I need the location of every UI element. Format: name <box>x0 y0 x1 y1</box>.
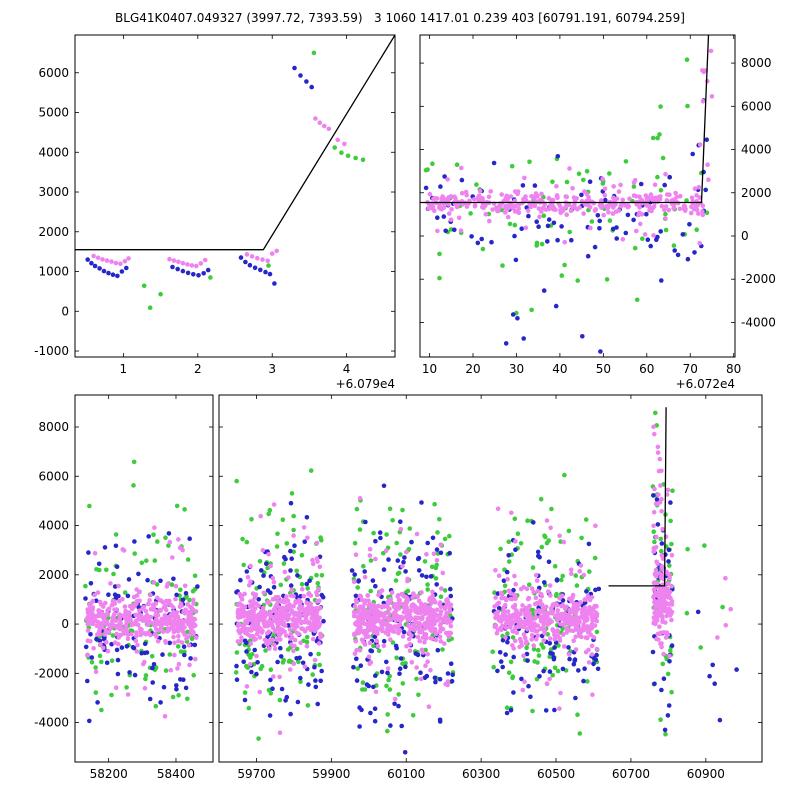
svg-text:60900: 60900 <box>687 767 725 781</box>
svg-text:4000: 4000 <box>38 519 69 533</box>
svg-text:-2000: -2000 <box>34 666 69 680</box>
svg-text:10: 10 <box>422 362 437 376</box>
svg-text:0: 0 <box>61 617 69 631</box>
panel-top-right: 10 20 30 40 50 60 70 80 -4000 -2000 0 2000 4000 6000 8… <box>419 34 776 391</box>
axis-ticks <box>75 35 395 357</box>
axes-frame <box>218 394 763 763</box>
axis-ticks <box>420 35 735 357</box>
svg-text:1: 1 <box>120 362 128 376</box>
svg-text:59900: 59900 <box>312 767 350 781</box>
svg-text:8000: 8000 <box>38 420 69 434</box>
scatter-points <box>233 410 739 755</box>
svg-text:2000: 2000 <box>741 186 772 200</box>
svg-text:0: 0 <box>61 304 69 318</box>
svg-text:-2000: -2000 <box>741 272 776 286</box>
axis-ticks <box>75 395 213 762</box>
svg-text:60100: 60100 <box>387 767 425 781</box>
x-axis-offset-label: +6.072e4 <box>676 377 735 391</box>
svg-text:4000: 4000 <box>741 143 772 157</box>
axes-frame <box>419 34 736 358</box>
svg-text:-4000: -4000 <box>741 315 776 329</box>
svg-text:-1000: -1000 <box>34 344 69 358</box>
model-line <box>75 35 395 251</box>
svg-text:30: 30 <box>509 362 524 376</box>
svg-text:60700: 60700 <box>612 767 650 781</box>
svg-text:6000: 6000 <box>38 66 69 80</box>
svg-text:5000: 5000 <box>38 106 69 120</box>
svg-text:80: 80 <box>726 362 741 376</box>
svg-text:8000: 8000 <box>741 56 772 70</box>
panel-bottom-right: 59700 59900 60100 60300 60500 60700 60900 <box>218 394 763 781</box>
axis-tick-labels: 59700 59900 60100 60300 60500 60700 60900 <box>237 767 725 781</box>
scatter-points <box>83 459 200 724</box>
axis-tick-labels: 10 20 30 40 50 60 70 80 -4000 -2000 0 2000 4000 6000 8… <box>422 56 776 376</box>
model-line <box>608 407 667 587</box>
svg-text:50: 50 <box>596 362 611 376</box>
panel-top-left: 1 2 3 4 -1000 0 1000 2000 3000 4000 5000 6000 +6.079… <box>34 34 396 391</box>
svg-text:60: 60 <box>639 362 654 376</box>
axes-frame <box>74 34 396 358</box>
svg-text:6000: 6000 <box>38 469 69 483</box>
axis-tick-labels: 58200 58400 -4000 -2000 0 2000 4000 6000 8000 <box>34 420 195 781</box>
scatter-points <box>85 50 366 311</box>
svg-text:4: 4 <box>343 362 351 376</box>
panel-bottom-left: 58200 58400 -4000 -2000 0 2000 4000 6000 8000 <box>34 394 214 781</box>
model-line <box>420 35 710 204</box>
svg-text:20: 20 <box>465 362 480 376</box>
svg-text:6000: 6000 <box>741 99 772 113</box>
svg-text:2: 2 <box>194 362 202 376</box>
svg-text:2000: 2000 <box>38 225 69 239</box>
svg-text:4000: 4000 <box>38 145 69 159</box>
x-axis-offset-label: +6.079e4 <box>336 377 395 391</box>
svg-text:58400: 58400 <box>157 767 195 781</box>
figure-title: BLG41K0407.049327 (3997.72, 7393.59) 3 1… <box>115 11 685 25</box>
svg-text:60500: 60500 <box>537 767 575 781</box>
svg-text:2000: 2000 <box>38 568 69 582</box>
axis-ticks <box>219 395 762 762</box>
plot-background <box>75 395 213 762</box>
axis-tick-labels: 1 2 3 4 -1000 0 1000 2000 3000 4000 5000 6000 <box>34 66 350 376</box>
svg-text:3: 3 <box>268 362 276 376</box>
svg-text:58200: 58200 <box>90 767 128 781</box>
svg-text:70: 70 <box>683 362 698 376</box>
svg-text:60300: 60300 <box>462 767 500 781</box>
svg-text:0: 0 <box>741 229 749 243</box>
svg-text:3000: 3000 <box>38 185 69 199</box>
svg-text:59700: 59700 <box>237 767 275 781</box>
svg-text:1000: 1000 <box>38 265 69 279</box>
svg-text:-4000: -4000 <box>34 716 69 730</box>
plot-background <box>75 35 395 357</box>
axes-frame <box>74 394 214 763</box>
scatter-points <box>423 48 715 354</box>
svg-text:40: 40 <box>552 362 567 376</box>
